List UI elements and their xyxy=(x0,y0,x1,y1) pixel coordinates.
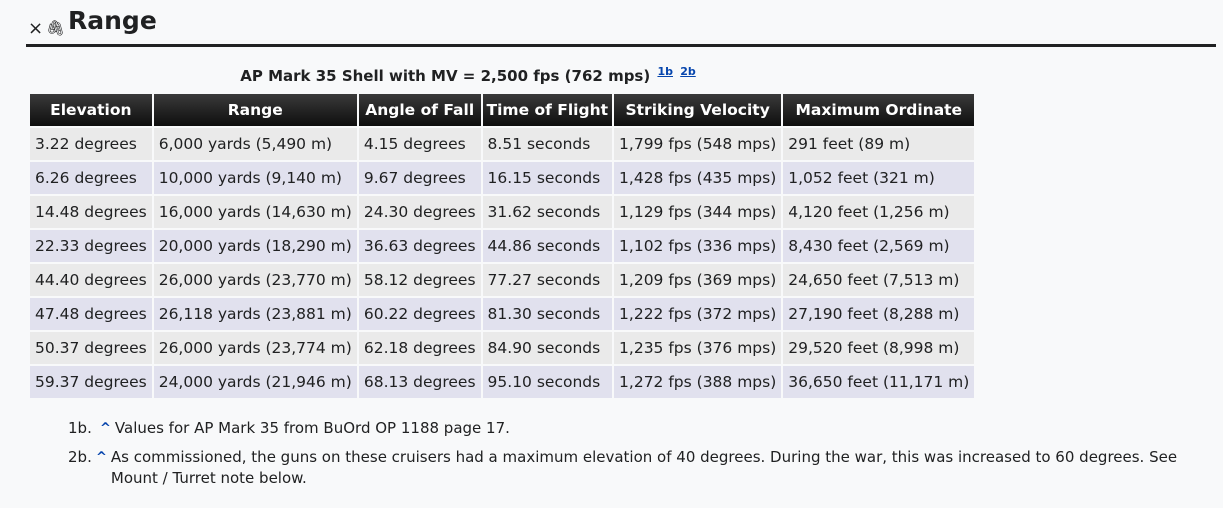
table-cell: 24,650 feet (7,513 m) xyxy=(783,264,975,296)
footnote: 2b. ^ As commissioned, the guns on these… xyxy=(68,447,1218,489)
table-cell: 1,102 fps (336 mps) xyxy=(614,230,782,262)
section-heading: × 🖇 Range xyxy=(26,6,1216,47)
footnotes: 1b. ^ Values for AP Mark 35 from BuOrd O… xyxy=(68,418,1218,497)
column-header: Elevation xyxy=(30,94,152,126)
range-table: Elevation Range Angle of Fall Time of Fligh… xyxy=(28,92,976,400)
table-cell: 8,430 feet (2,569 m) xyxy=(783,230,975,262)
table-cell: 1,209 fps (369 mps) xyxy=(614,264,782,296)
table-cell: 1,272 fps (388 mps) xyxy=(614,366,782,398)
table-cell: 16.15 seconds xyxy=(482,162,613,194)
table-cell: 29,520 feet (8,998 m) xyxy=(783,332,975,364)
table-cell: 8.51 seconds xyxy=(482,128,613,160)
backlink-caret[interactable]: ^ xyxy=(100,421,111,436)
table-cell: 77.27 seconds xyxy=(482,264,613,296)
table-cell: 24,000 yards (21,946 m) xyxy=(153,366,357,398)
table-cell: 6,000 yards (5,490 m) xyxy=(153,128,357,160)
table-cell: 95.10 seconds xyxy=(482,366,613,398)
table-cell: 50.37 degrees xyxy=(30,332,152,364)
table-row: 3.22 degrees 6,000 yards (5,490 m) 4.15 de… xyxy=(30,128,975,160)
column-header: Range xyxy=(153,94,357,126)
table-cell: 9.67 degrees xyxy=(358,162,481,194)
section-title: Range xyxy=(68,6,157,35)
table-cell: 10,000 yards (9,140 m) xyxy=(153,162,357,194)
table-cell: 1,235 fps (376 mps) xyxy=(614,332,782,364)
table-cell: 36.63 degrees xyxy=(358,230,481,262)
ref-link-1b[interactable]: 1b xyxy=(657,65,673,78)
close-icon[interactable]: × xyxy=(28,18,44,39)
table-row: 14.48 degrees 16,000 yards (14,630 m) 24.3… xyxy=(30,196,975,228)
table-row: 22.33 degrees 20,000 yards (18,290 m) 36.6… xyxy=(30,230,975,262)
footnote-text: Values for AP Mark 35 from BuOrd OP 1188… xyxy=(114,419,510,437)
table-cell: 4,120 feet (1,256 m) xyxy=(783,196,975,228)
table-cell: 1,129 fps (344 mps) xyxy=(614,196,782,228)
table-caption: AP Mark 35 Shell with MV = 2,500 fps (76… xyxy=(30,65,906,85)
table-cell: 59.37 degrees xyxy=(30,366,152,398)
column-header: Maximum Ordinate xyxy=(783,94,975,126)
table-row: 44.40 degrees 26,000 yards (23,770 m) 58.1… xyxy=(30,264,975,296)
table-cell: 3.22 degrees xyxy=(30,128,152,160)
table-cell: 36,650 feet (11,171 m) xyxy=(783,366,975,398)
table-cell: 31.62 seconds xyxy=(482,196,613,228)
table-cell: 44.40 degrees xyxy=(30,264,152,296)
table-cell: 24.30 degrees xyxy=(358,196,481,228)
table-cell: 81.30 seconds xyxy=(482,298,613,330)
table-cell: 20,000 yards (18,290 m) xyxy=(153,230,357,262)
ref-link-2b[interactable]: 2b xyxy=(680,65,696,78)
table-cell: 6.26 degrees xyxy=(30,162,152,194)
footnote-label: 2b. xyxy=(68,448,92,466)
footnote-label: 1b. xyxy=(68,419,92,437)
table-cell: 26,000 yards (23,770 m) xyxy=(153,264,357,296)
table-cell: 47.48 degrees xyxy=(30,298,152,330)
footnote-text: As commissioned, the guns on these cruis… xyxy=(110,448,1178,487)
table-cell: 291 feet (89 m) xyxy=(783,128,975,160)
caption-text: AP Mark 35 Shell with MV = 2,500 fps (76… xyxy=(240,67,651,85)
table-row: 47.48 degrees 26,118 yards (23,881 m) 60.2… xyxy=(30,298,975,330)
table-cell: 44.86 seconds xyxy=(482,230,613,262)
table-cell: 26,118 yards (23,881 m) xyxy=(153,298,357,330)
header-row: Elevation Range Angle of Fall Time of Fligh… xyxy=(30,94,975,126)
table-cell: 16,000 yards (14,630 m) xyxy=(153,196,357,228)
table-cell: 58.12 degrees xyxy=(358,264,481,296)
table-cell: 4.15 degrees xyxy=(358,128,481,160)
backlink-caret[interactable]: ^ xyxy=(95,450,107,465)
table-cell: 27,190 feet (8,288 m) xyxy=(783,298,975,330)
table-cell: 26,000 yards (23,774 m) xyxy=(153,332,357,364)
table-cell: 1,222 fps (372 mps) xyxy=(614,298,782,330)
table-cell: 1,052 feet (321 m) xyxy=(783,162,975,194)
table-row: 50.37 degrees 26,000 yards (23,774 m) 62.1… xyxy=(30,332,975,364)
column-header: Angle of Fall xyxy=(358,94,481,126)
column-header: Striking Velocity xyxy=(614,94,782,126)
table-cell: 68.13 degrees xyxy=(358,366,481,398)
link-icon[interactable]: 🖇 xyxy=(46,19,66,37)
table-cell: 84.90 seconds xyxy=(482,332,613,364)
footnote: 1b. ^ Values for AP Mark 35 from BuOrd O… xyxy=(68,418,1218,439)
table-cell: 62.18 degrees xyxy=(358,332,481,364)
table-cell: 60.22 degrees xyxy=(358,298,481,330)
table-cell: 1,799 fps (548 mps) xyxy=(614,128,782,160)
table-row: 59.37 degrees 24,000 yards (21,946 m) 68.1… xyxy=(30,366,975,398)
table-cell: 1,428 fps (435 mps) xyxy=(614,162,782,194)
table-row: 6.26 degrees 10,000 yards (9,140 m) 9.67 d… xyxy=(30,162,975,194)
table-cell: 22.33 degrees xyxy=(30,230,152,262)
table-cell: 14.48 degrees xyxy=(30,196,152,228)
column-header: Time of Flight xyxy=(482,94,613,126)
